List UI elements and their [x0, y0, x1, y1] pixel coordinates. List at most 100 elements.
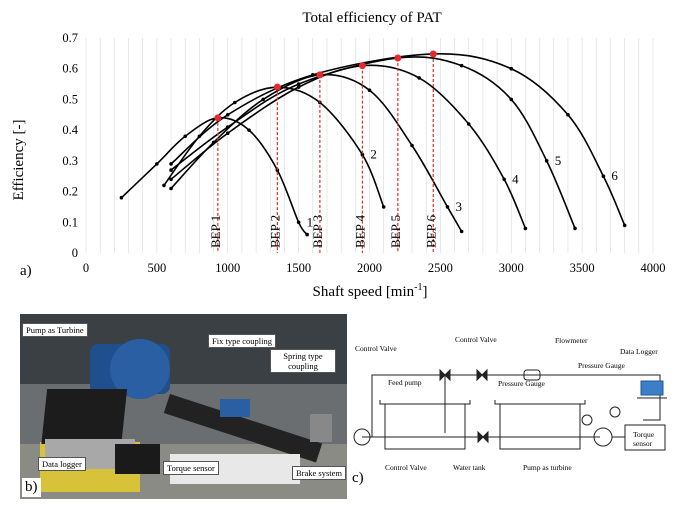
data-point [225, 131, 230, 136]
bep-label: BEP 6 [423, 214, 438, 248]
axis-ticks: 0 500 1000 1500 2000 2500 3000 3500 4000 0 0.1 0.2 0… [62, 31, 665, 275]
y-axis-label: Efficiency [-] [11, 120, 27, 201]
data-point [169, 168, 173, 172]
photo-label-torque-sensor: Torque sensor [163, 461, 219, 475]
y-tick-label: 0 [72, 246, 78, 260]
panel-label-a: a) [20, 263, 32, 279]
series-curves [119, 52, 627, 237]
flowmeter-symbol [523, 369, 541, 381]
tank-1-rim [379, 400, 471, 405]
data-point [410, 143, 414, 148]
label-pump-as-turbine: Pump as turbine [523, 463, 572, 472]
pressure-gauge-1-symbol [581, 414, 593, 426]
y-tick-label: 0.6 [62, 62, 78, 76]
data-point [417, 76, 421, 80]
data-point [162, 183, 166, 188]
series-line-1 [120, 116, 308, 236]
x-axis-label-main: Shaft speed [min [313, 284, 415, 300]
data-point [360, 152, 365, 157]
data-point [622, 223, 627, 228]
y-tick-label: 0.5 [62, 92, 78, 106]
y-tick-label: 0.1 [62, 215, 78, 229]
series-labels: 1 2 3 4 5 6 [307, 147, 619, 230]
bep-point [394, 54, 402, 62]
bep-point [358, 62, 366, 70]
y-tick-label: 0.4 [62, 123, 78, 137]
bep-point [273, 83, 281, 91]
data-point [296, 85, 301, 89]
pipe-top-loop [371, 374, 661, 437]
control-valve-3-symbol [477, 430, 489, 444]
label-flowmeter: Flowmeter [555, 336, 588, 345]
series-label-5: 5 [555, 153, 562, 168]
x-tick-label: 4000 [641, 261, 666, 275]
pump-volute [110, 339, 170, 399]
data-point [296, 82, 301, 86]
data-point [155, 162, 159, 166]
pump-turbine-symbol [593, 427, 613, 447]
bep-point [429, 50, 437, 58]
data-point [509, 66, 514, 71]
label-control-valve-1: Control Valve [355, 344, 397, 353]
test-rig-photo: Pump as Turbine Fix type coupling Spring… [20, 314, 347, 499]
x-tick-label: 3500 [570, 261, 595, 275]
photo-illustration [20, 314, 347, 499]
tank-1 [384, 403, 466, 450]
series-line-6 [170, 53, 626, 226]
series-label-1: 1 [307, 214, 314, 229]
bep-label: BEP 3 [310, 215, 325, 248]
label-pressure-gauge-1: Pressure Gauge [578, 361, 626, 370]
bep-markers: BEP 1 BEP 2 BEP 3 BEP 4 BEP 5 BEP 6 [208, 50, 438, 253]
schematic-labels: Control Valve Control Valve Flowmeter Da… [352, 335, 658, 486]
photo-label-fix-coupling: Fix type coupling [208, 334, 276, 348]
data-point [119, 195, 124, 200]
bep-point [316, 71, 324, 79]
x-axis-label: Shaft speed [min-1] [313, 282, 428, 300]
label-control-valve-3: Control Valve [385, 463, 427, 472]
laptop-screen [41, 389, 128, 444]
series-line-5 [170, 56, 576, 229]
control-valve-1-symbol [439, 368, 451, 382]
bep-label: BEP 1 [208, 215, 223, 248]
x-tick-label: 2000 [357, 261, 382, 275]
data-point [247, 128, 251, 132]
data-point [296, 220, 301, 225]
data-point [573, 226, 577, 231]
panel-label-c: c) [352, 470, 364, 486]
water-tank [499, 403, 581, 450]
shaft-frame [163, 394, 323, 463]
label-torque-1: Torque [633, 430, 655, 439]
data-point [502, 177, 506, 182]
data-point [169, 186, 173, 191]
torque-sensor-body [220, 399, 250, 417]
series-label-6: 6 [611, 168, 618, 183]
data-point [169, 177, 173, 182]
data-point [305, 232, 309, 237]
photo-label-data-logger: Data logger [38, 457, 86, 471]
water-tank-rim [494, 400, 586, 405]
data-point [459, 63, 464, 68]
x-tick-label: 500 [148, 261, 167, 275]
x-tick-label: 0 [83, 261, 89, 275]
bep-label: BEP 5 [388, 215, 403, 248]
x-axis-label-sup: -1 [414, 282, 422, 293]
series-line-2 [163, 86, 385, 208]
data-point [445, 205, 450, 209]
series-label-2: 2 [370, 147, 377, 162]
photo-label-spring-coupling: Spring type coupling [270, 349, 336, 373]
test-rig-schematic [353, 368, 667, 451]
photo-label-brake: Brake system [292, 466, 347, 480]
feed-pump-symbol [353, 428, 371, 446]
series-label-3: 3 [455, 199, 462, 214]
data-point [601, 174, 606, 179]
series-label-4: 4 [512, 171, 519, 186]
label-water-tank: Water tank [453, 463, 486, 472]
data-point [311, 73, 315, 77]
series-line-4 [170, 64, 527, 229]
x-axis-label-end: ] [423, 284, 428, 300]
x-tick-label: 2500 [428, 261, 453, 275]
panel-label-b: b) [22, 478, 41, 497]
data-point [509, 97, 514, 102]
label-torque-2: sensor [633, 439, 653, 448]
label-feed-pump: Feed pump [388, 378, 422, 387]
